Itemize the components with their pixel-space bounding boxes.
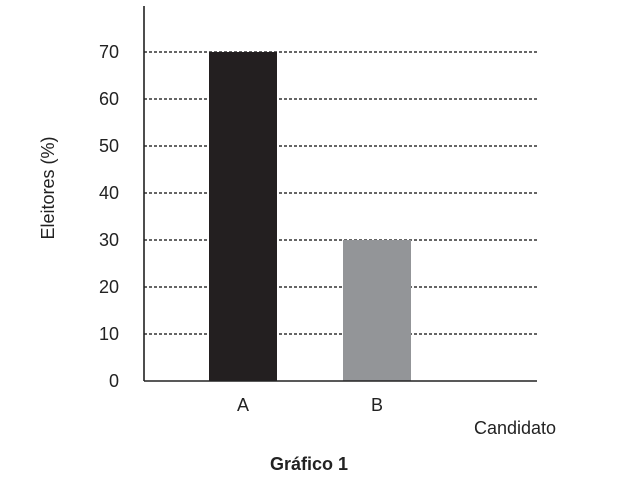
grid-lines	[144, 51, 537, 335]
bars	[209, 52, 411, 381]
y-tick-labels: 0 10 20 30 40 50 60 70	[99, 42, 119, 391]
x-axis-label: Candidato	[474, 418, 556, 438]
y-tick-label: 50	[99, 136, 119, 156]
bar-a	[209, 52, 277, 381]
y-tick-label: 70	[99, 42, 119, 62]
x-tick-label: A	[237, 395, 249, 415]
y-tick-label: 30	[99, 230, 119, 250]
y-tick-label: 20	[99, 277, 119, 297]
bar-b	[343, 240, 411, 381]
y-tick-label: 10	[99, 324, 119, 344]
chart-title: Gráfico 1	[270, 454, 348, 474]
y-tick-label: 60	[99, 89, 119, 109]
y-tick-label: 0	[109, 371, 119, 391]
y-axis-label: Eleitores (%)	[38, 136, 58, 239]
x-tick-label: B	[371, 395, 383, 415]
y-tick-label: 40	[99, 183, 119, 203]
